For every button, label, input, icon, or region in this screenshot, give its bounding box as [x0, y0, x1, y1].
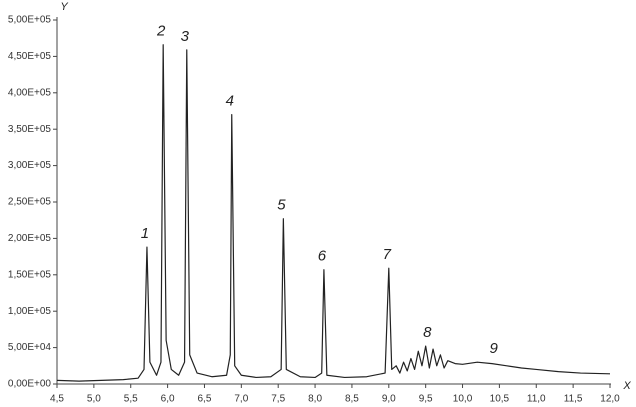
- x-tick-label: 8,0: [308, 394, 322, 405]
- x-tick-label: 7,5: [271, 394, 285, 405]
- x-tick-label: 11,0: [527, 394, 546, 405]
- y-tick-label: 2,00E+05: [8, 233, 52, 244]
- x-tick-label: 10,0: [453, 394, 473, 405]
- peak-label: 8: [423, 324, 432, 341]
- peak-label: 9: [490, 340, 499, 357]
- chromatogram-line: [56, 44, 611, 382]
- peak-label: 5: [277, 197, 286, 214]
- y-tick-label: 4,50E+05: [8, 51, 52, 62]
- y-tick-label: 5,00E+04: [8, 342, 52, 353]
- peak-label: 7: [383, 246, 392, 263]
- x-tick-label: 10,5: [490, 394, 510, 405]
- y-tick-label: 2,50E+05: [8, 197, 52, 208]
- x-tick-label: 11,5: [564, 394, 583, 405]
- x-tick-label: 12,0: [600, 394, 620, 405]
- y-axis-label: Y: [60, 1, 68, 13]
- y-tick-label: 5,00E+05: [8, 15, 52, 26]
- peak-label: 3: [181, 28, 190, 45]
- y-tick-label: 4,00E+05: [8, 87, 52, 98]
- x-tick-label: 9,0: [382, 394, 396, 405]
- x-tick-label: 4,5: [50, 394, 64, 405]
- x-tick-label: 7,0: [234, 394, 248, 405]
- x-tick-label: 8,5: [345, 394, 359, 405]
- y-tick-label: 3,00E+05: [8, 160, 52, 171]
- x-tick-label: 9,5: [419, 394, 433, 405]
- peak-label: 6: [318, 248, 327, 265]
- x-tick-label: 5,5: [124, 394, 138, 405]
- y-tick-label: 1,00E+05: [8, 306, 52, 317]
- peak-label: 2: [156, 23, 166, 40]
- y-tick-label: 3,50E+05: [8, 124, 52, 135]
- x-tick-label: 5,0: [87, 394, 101, 405]
- x-axis-label: X: [622, 380, 631, 392]
- y-tick-label: 1,50E+05: [8, 269, 52, 280]
- x-tick-label: 6,0: [161, 394, 175, 405]
- x-tick-label: 6,5: [198, 394, 212, 405]
- y-tick-label: 0,00E+00: [8, 379, 52, 390]
- peak-label: 4: [226, 93, 234, 110]
- peak-label: 1: [141, 225, 149, 242]
